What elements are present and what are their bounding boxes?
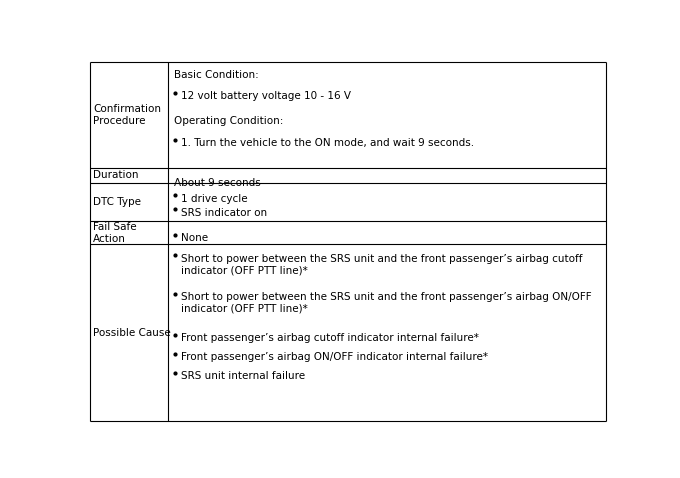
Text: DTC Type: DTC Type: [93, 197, 141, 207]
Text: About 9 seconds: About 9 seconds: [173, 178, 260, 188]
Text: Basic Condition:: Basic Condition:: [173, 70, 258, 80]
Text: 1 drive cycle: 1 drive cycle: [182, 194, 248, 204]
Text: 1. Turn the vehicle to the ON mode, and wait 9 seconds.: 1. Turn the vehicle to the ON mode, and …: [182, 138, 475, 148]
Text: Short to power between the SRS unit and the front passenger’s airbag cutoff
indi: Short to power between the SRS unit and …: [182, 253, 583, 275]
Text: Front passenger’s airbag cutoff indicator internal failure*: Front passenger’s airbag cutoff indicato…: [182, 333, 479, 343]
Text: 12 volt battery voltage 10 - 16 V: 12 volt battery voltage 10 - 16 V: [182, 91, 352, 101]
Text: Fail Safe
Action: Fail Safe Action: [93, 222, 137, 243]
Text: SRS indicator on: SRS indicator on: [182, 207, 267, 217]
Text: SRS unit internal failure: SRS unit internal failure: [182, 371, 305, 381]
Text: Duration: Duration: [93, 170, 139, 180]
Text: None: None: [182, 233, 209, 243]
Text: Confirmation
Procedure: Confirmation Procedure: [93, 104, 161, 126]
Text: Operating Condition:: Operating Condition:: [173, 116, 283, 126]
Text: Short to power between the SRS unit and the front passenger’s airbag ON/OFF
indi: Short to power between the SRS unit and …: [182, 292, 592, 314]
Text: Possible Cause: Possible Cause: [93, 327, 171, 337]
Text: Front passenger’s airbag ON/OFF indicator internal failure*: Front passenger’s airbag ON/OFF indicato…: [182, 352, 488, 362]
